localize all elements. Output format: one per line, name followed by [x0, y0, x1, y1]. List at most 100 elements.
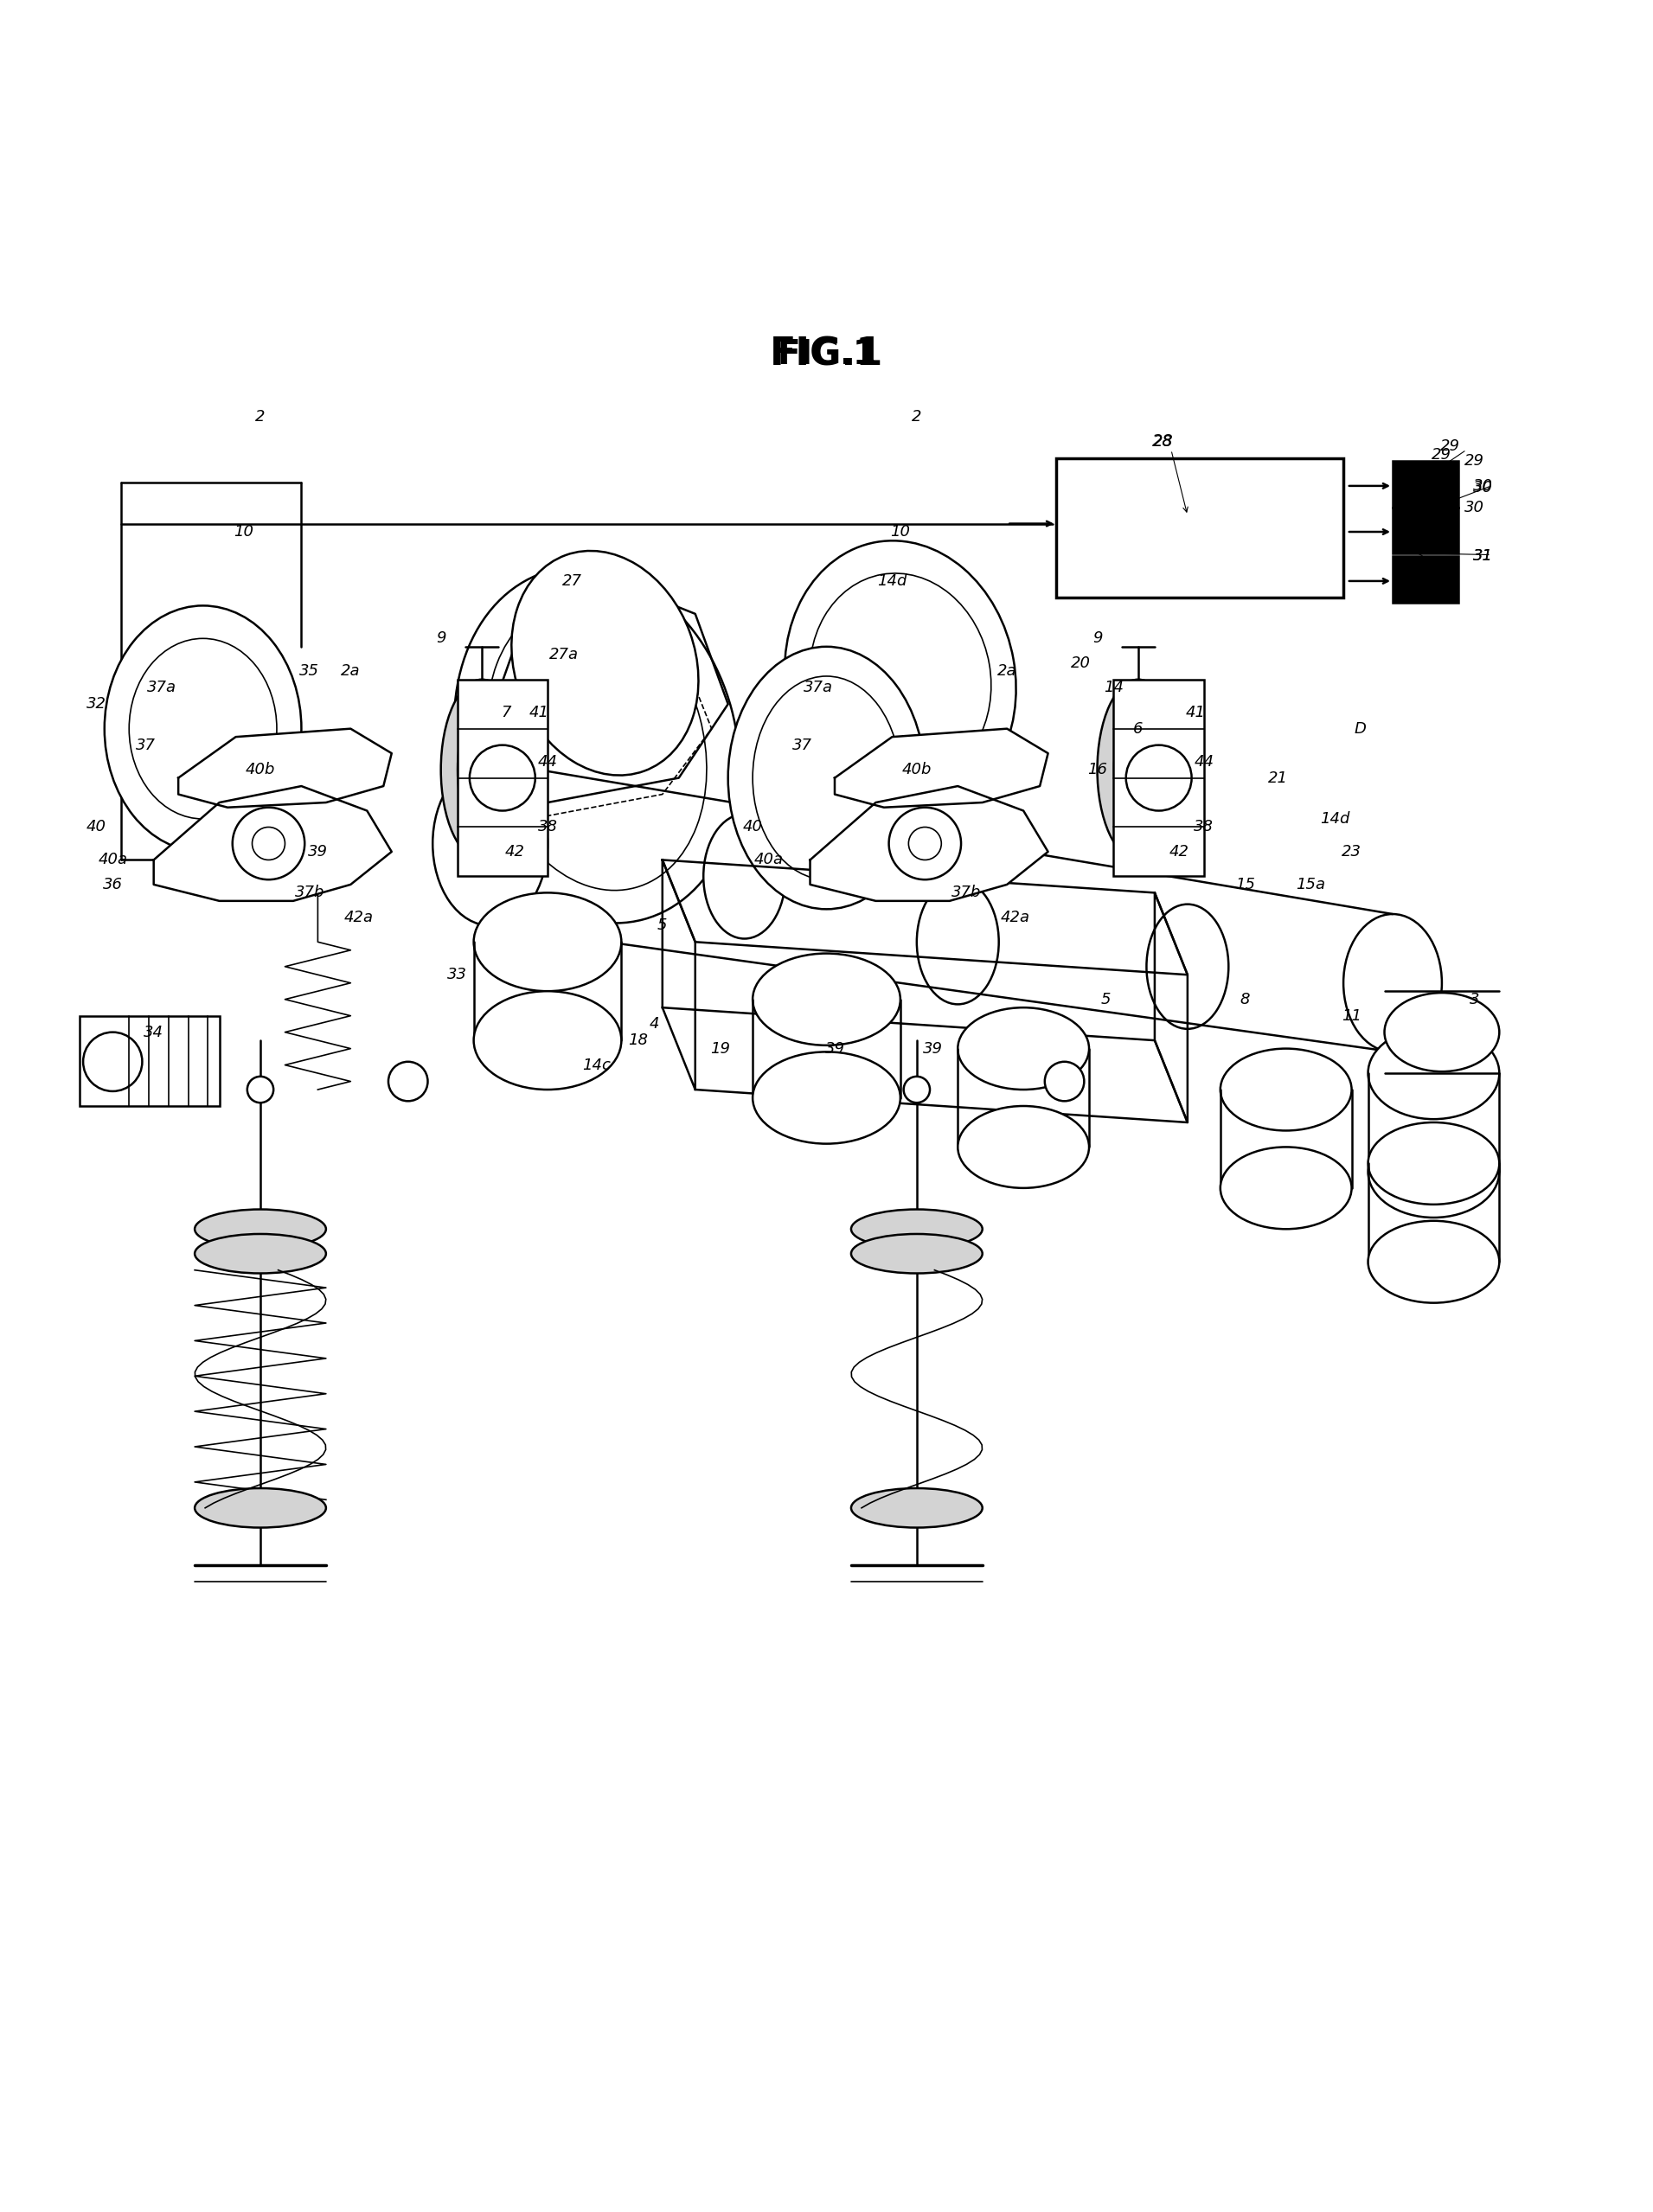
- Circle shape: [1126, 745, 1192, 812]
- Text: 4: 4: [650, 1015, 660, 1031]
- Text: 28: 28: [1152, 434, 1174, 449]
- Text: 31: 31: [1440, 557, 1460, 573]
- Text: 9: 9: [436, 630, 446, 646]
- Text: 31: 31: [1473, 549, 1493, 564]
- Ellipse shape: [1385, 993, 1499, 1071]
- Ellipse shape: [474, 894, 622, 991]
- Polygon shape: [154, 785, 392, 900]
- Text: 14d: 14d: [878, 573, 907, 588]
- Ellipse shape: [752, 953, 901, 1046]
- Ellipse shape: [1369, 1121, 1499, 1203]
- Text: 21: 21: [1268, 770, 1288, 785]
- Text: 40a: 40a: [98, 852, 127, 867]
- Text: 40b: 40b: [246, 761, 276, 776]
- Text: 39: 39: [924, 1042, 944, 1057]
- Text: 18: 18: [628, 1033, 648, 1048]
- Ellipse shape: [458, 703, 506, 836]
- Text: 27a: 27a: [549, 648, 579, 664]
- Text: 14: 14: [1104, 679, 1124, 695]
- Ellipse shape: [1369, 1126, 1499, 1217]
- Text: 38: 38: [537, 818, 557, 834]
- Circle shape: [233, 807, 304, 880]
- Circle shape: [909, 827, 941, 860]
- Circle shape: [1045, 1062, 1084, 1102]
- Ellipse shape: [851, 1234, 982, 1274]
- Text: 35: 35: [299, 664, 319, 679]
- Ellipse shape: [1220, 1048, 1352, 1130]
- Ellipse shape: [488, 599, 706, 891]
- Text: 40: 40: [742, 818, 762, 834]
- Text: 40a: 40a: [754, 852, 784, 867]
- Bar: [79, 1015, 220, 1106]
- Text: 38: 38: [1193, 818, 1213, 834]
- Ellipse shape: [1114, 703, 1164, 836]
- Ellipse shape: [511, 551, 699, 774]
- Text: 14c: 14c: [582, 1057, 612, 1073]
- Text: 2: 2: [912, 409, 922, 425]
- Ellipse shape: [455, 566, 739, 922]
- Text: 44: 44: [537, 754, 557, 770]
- Ellipse shape: [752, 677, 901, 880]
- Text: 14d: 14d: [1321, 812, 1351, 827]
- Ellipse shape: [195, 1234, 326, 1274]
- Text: 37b: 37b: [950, 885, 980, 900]
- Text: 37: 37: [792, 737, 812, 752]
- Text: 8: 8: [1240, 991, 1250, 1006]
- Text: 16: 16: [1088, 761, 1108, 776]
- Text: 15: 15: [1235, 876, 1255, 891]
- Ellipse shape: [851, 1489, 982, 1528]
- Bar: [1114, 679, 1203, 876]
- Text: 23: 23: [1342, 845, 1362, 860]
- Ellipse shape: [195, 1489, 326, 1528]
- Text: 31: 31: [1473, 549, 1493, 564]
- Circle shape: [248, 1077, 273, 1104]
- Text: 5: 5: [658, 918, 668, 933]
- Text: 7: 7: [501, 703, 511, 721]
- Ellipse shape: [1098, 679, 1179, 860]
- Text: 40b: 40b: [903, 761, 932, 776]
- Text: 44: 44: [1193, 754, 1213, 770]
- Ellipse shape: [851, 1210, 982, 1250]
- Ellipse shape: [1369, 1026, 1499, 1119]
- Ellipse shape: [104, 606, 301, 852]
- Text: 37a: 37a: [147, 679, 177, 695]
- Circle shape: [889, 807, 960, 880]
- Text: 42a: 42a: [1000, 909, 1030, 925]
- Text: 30: 30: [1473, 478, 1493, 493]
- Text: 2a: 2a: [997, 664, 1017, 679]
- Bar: [458, 679, 547, 876]
- Polygon shape: [835, 728, 1048, 807]
- Text: 6: 6: [1134, 721, 1144, 737]
- Ellipse shape: [1220, 1148, 1352, 1230]
- Polygon shape: [810, 785, 1048, 900]
- Ellipse shape: [129, 639, 276, 818]
- Text: 28: 28: [1152, 434, 1174, 449]
- Text: 20: 20: [1071, 655, 1091, 670]
- Text: 37a: 37a: [803, 679, 833, 695]
- Text: 37b: 37b: [294, 885, 324, 900]
- Text: 2a: 2a: [341, 664, 360, 679]
- Text: 40: 40: [86, 818, 106, 834]
- Ellipse shape: [785, 540, 1017, 818]
- Ellipse shape: [1344, 914, 1441, 1053]
- Ellipse shape: [433, 761, 547, 925]
- Text: D: D: [1354, 721, 1365, 737]
- Ellipse shape: [195, 1210, 326, 1250]
- Text: 10: 10: [891, 524, 911, 540]
- Text: 30: 30: [1473, 480, 1493, 495]
- Text: 2: 2: [255, 409, 266, 425]
- Bar: [1392, 507, 1458, 553]
- Text: 39: 39: [825, 1042, 845, 1057]
- Text: 11: 11: [1342, 1009, 1362, 1024]
- Text: FIG.1: FIG.1: [770, 336, 883, 374]
- Text: 29: 29: [1465, 453, 1484, 469]
- Text: 3: 3: [1470, 991, 1479, 1006]
- Bar: [1392, 557, 1458, 602]
- Text: 19: 19: [709, 1042, 729, 1057]
- Text: 34: 34: [144, 1024, 164, 1040]
- Text: 33: 33: [448, 967, 468, 982]
- Text: 29: 29: [1440, 438, 1460, 453]
- Text: 39: 39: [307, 845, 327, 860]
- Ellipse shape: [727, 646, 926, 909]
- Text: 29: 29: [1431, 447, 1451, 462]
